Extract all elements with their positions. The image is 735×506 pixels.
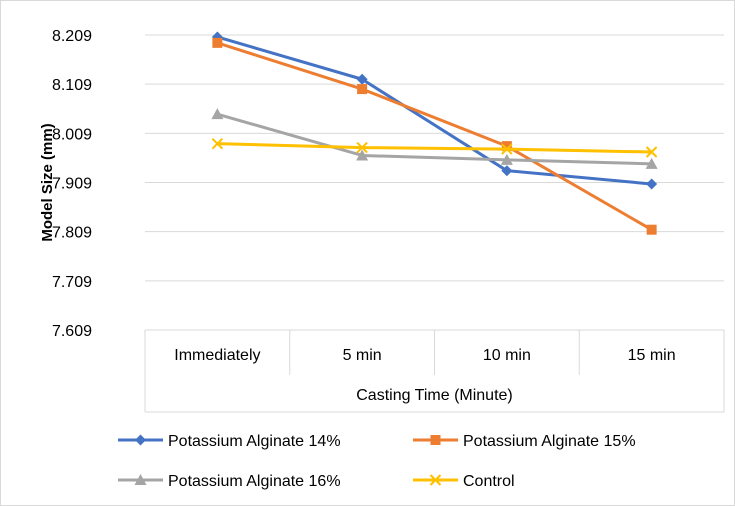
y-axis-title: Model Size (mm) bbox=[39, 123, 56, 241]
legend-label: Potassium Alginate 15% bbox=[463, 433, 636, 450]
data-point bbox=[647, 225, 657, 235]
data-point bbox=[431, 435, 441, 445]
x-tick-label: 10 min bbox=[483, 347, 531, 364]
y-tick-label: 8.109 bbox=[52, 77, 92, 94]
y-tick-label: 7.909 bbox=[52, 176, 92, 193]
y-tick-label: 7.609 bbox=[52, 323, 92, 340]
x-tick-label: 5 min bbox=[343, 347, 382, 364]
x-tick-label: 15 min bbox=[628, 347, 676, 364]
legend-label: Control bbox=[463, 473, 515, 490]
legend-label: Potassium Alginate 16% bbox=[168, 473, 341, 490]
x-tick-label: Immediately bbox=[174, 347, 260, 364]
y-tick-label: 7.709 bbox=[52, 274, 92, 291]
y-tick-label: 7.809 bbox=[52, 225, 92, 242]
y-tick-label: 8.209 bbox=[52, 28, 92, 45]
legend-label: Potassium Alginate 14% bbox=[168, 433, 341, 450]
data-point bbox=[212, 38, 222, 48]
x-axis-title: Casting Time (Minute) bbox=[356, 387, 513, 404]
y-tick-label: 8.009 bbox=[52, 126, 92, 143]
data-point bbox=[357, 84, 367, 94]
